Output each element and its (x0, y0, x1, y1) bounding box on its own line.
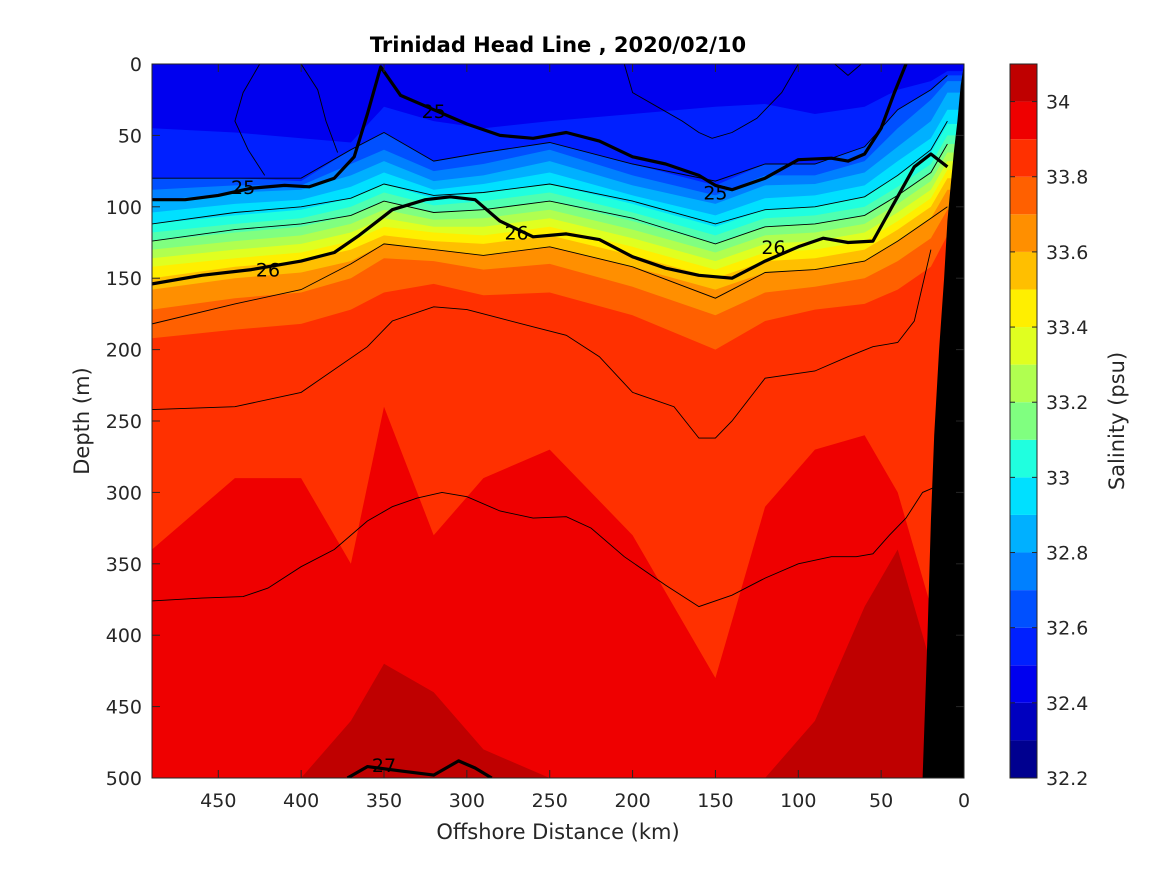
y-tick-label: 200 (106, 340, 142, 362)
x-tick-label: 300 (449, 790, 485, 812)
y-tick-label: 350 (106, 554, 142, 576)
contour-label-25: 25 (703, 183, 727, 205)
x-tick-label: 50 (869, 790, 893, 812)
thin-isopycnal-1 (152, 484, 940, 608)
density-contour-labels: 25 25 25 26 26 26 27 (231, 101, 785, 777)
x-axis-label: Offshore Distance (km) (436, 820, 679, 844)
colorbar-tick-label: 34 (1046, 92, 1070, 114)
thin-isopycnal-6 (234, 64, 266, 176)
colorbar-bin (1010, 590, 1037, 628)
colorbar-tick-label: 32.8 (1046, 543, 1088, 565)
contour-plot-area: 25 25 25 26 26 26 27 (152, 64, 964, 778)
density-contour-27 (346, 759, 493, 778)
colorbar-bin (1010, 439, 1037, 478)
thin-isopycnal-0 (152, 249, 932, 439)
thin-isopycnal-3 (152, 143, 948, 245)
chart-title: Trinidad Head Line , 2020/02/10 (370, 33, 746, 57)
colorbar-bin (1010, 251, 1037, 290)
y-axis: 0 50 100 150 200 250 300 350 400 450 500 (106, 54, 964, 790)
contour-label-26: 26 (761, 237, 785, 259)
contour-label-25: 25 (231, 177, 255, 199)
colorbar-bin (1010, 702, 1037, 741)
density-contour-26 (152, 152, 949, 286)
y-tick-label: 250 (106, 411, 142, 433)
x-tick-label: 100 (780, 790, 816, 812)
thin-isopycnal-lines (152, 64, 948, 608)
thin-isopycnal-2 (152, 206, 948, 325)
x-tick-label: 150 (697, 790, 733, 812)
colorbar-bin (1010, 139, 1037, 177)
colorbar-bin (1010, 514, 1037, 553)
colorbar-bin (1010, 64, 1037, 102)
colorbar-frame (1009, 63, 1038, 779)
y-tick-label: 450 (106, 697, 142, 719)
colorbar-bin (1010, 364, 1037, 403)
colorbar-bin (1010, 101, 1037, 140)
y-axis-label: Depth (m) (70, 367, 94, 474)
colorbar-tick-label: 32.6 (1046, 618, 1088, 640)
y-tick-label: 0 (130, 54, 142, 76)
thin-isopycnal-8 (623, 64, 799, 139)
x-axis: 450 400 350 300 250 200 150 100 50 0 (200, 64, 970, 812)
colorbar-bin (1010, 627, 1037, 666)
y-tick-label: 150 (106, 268, 142, 290)
colorbar-bin (1010, 176, 1037, 215)
density-contour-lines (152, 64, 949, 778)
colorbar-bin (1010, 477, 1037, 515)
colorbar-bin (1010, 327, 1037, 365)
salinity-fill-layers (152, 71, 964, 778)
colorbar-bin (1010, 740, 1037, 778)
colorbar-bin (1010, 214, 1037, 252)
salinity-layer-34.1 (301, 549, 964, 778)
colorbar-tick-label: 33.4 (1046, 317, 1088, 339)
colorbar-bin (1010, 552, 1037, 591)
contour-label-25: 25 (422, 101, 446, 123)
contour-label-27: 27 (372, 755, 396, 777)
contour-label-26: 26 (504, 223, 528, 245)
colorbar-tick-label: 32.4 (1046, 693, 1088, 715)
seafloor-bathymetry (922, 64, 964, 778)
colorbar-tick-label: 33.2 (1046, 392, 1088, 414)
y-tick-label: 300 (106, 482, 142, 504)
thin-isopycnal-4 (152, 120, 948, 225)
x-tick-label: 0 (958, 790, 970, 812)
colorbar-bin (1010, 402, 1037, 440)
x-tick-label: 200 (614, 790, 650, 812)
x-tick-label: 450 (200, 790, 236, 812)
y-tick-label: 50 (118, 125, 142, 147)
colorbar-bin (1010, 665, 1037, 703)
colorbar-label: Salinity (psu) (1105, 352, 1129, 490)
contour-label-26: 26 (256, 260, 280, 282)
y-tick-label: 100 (106, 197, 142, 219)
x-tick-label: 350 (366, 790, 402, 812)
x-tick-label: 250 (532, 790, 568, 812)
colorbar-tick-label: 32.2 (1046, 768, 1088, 790)
y-tick-label: 500 (106, 768, 142, 790)
colorbar-tick-label: 33.6 (1046, 242, 1088, 264)
colorbar-tick-label: 33 (1046, 467, 1070, 489)
thin-isopycnal-9 (834, 64, 862, 76)
colorbar: 32.2 32.4 32.6 32.8 33 33.2 33.4 33.6 33.8 34 (1009, 63, 1088, 790)
colorbar-bin (1010, 289, 1037, 328)
density-contour-25 (152, 64, 908, 202)
colorbar-tick-label: 33.8 (1046, 167, 1088, 189)
y-tick-label: 400 (106, 625, 142, 647)
thin-isopycnal-7 (300, 64, 339, 153)
x-tick-label: 400 (283, 790, 319, 812)
salinity-layer-34 (152, 406, 964, 778)
